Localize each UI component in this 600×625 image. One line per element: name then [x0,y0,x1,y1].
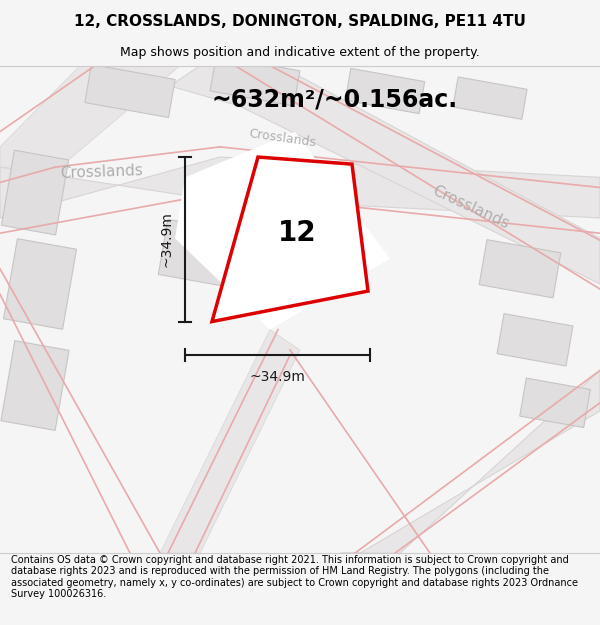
Polygon shape [0,66,180,167]
Polygon shape [497,314,573,366]
Polygon shape [160,330,300,553]
Polygon shape [345,68,425,114]
Polygon shape [85,64,175,118]
Polygon shape [4,239,76,329]
Polygon shape [210,56,300,106]
Text: 12: 12 [278,219,317,248]
Polygon shape [479,239,561,298]
Polygon shape [175,132,390,330]
Text: ~34.9m: ~34.9m [159,211,173,268]
Text: Crosslands: Crosslands [430,184,512,232]
Polygon shape [212,157,368,321]
Polygon shape [340,370,600,553]
Text: ~34.9m: ~34.9m [250,370,305,384]
Polygon shape [158,219,242,288]
Polygon shape [1,341,69,431]
Polygon shape [520,378,590,428]
Polygon shape [453,77,527,119]
Text: Map shows position and indicative extent of the property.: Map shows position and indicative extent… [120,46,480,59]
Text: ~632m²/~0.156ac.: ~632m²/~0.156ac. [212,88,458,111]
Polygon shape [1,150,68,235]
Polygon shape [170,66,600,284]
Text: 12, CROSSLANDS, DONINGTON, SPALDING, PE11 4TU: 12, CROSSLANDS, DONINGTON, SPALDING, PE1… [74,14,526,29]
Text: Crosslands: Crosslands [248,127,317,150]
Polygon shape [0,157,600,218]
Text: Contains OS data © Crown copyright and database right 2021. This information is : Contains OS data © Crown copyright and d… [11,554,578,599]
Text: Crosslands: Crosslands [60,163,143,181]
